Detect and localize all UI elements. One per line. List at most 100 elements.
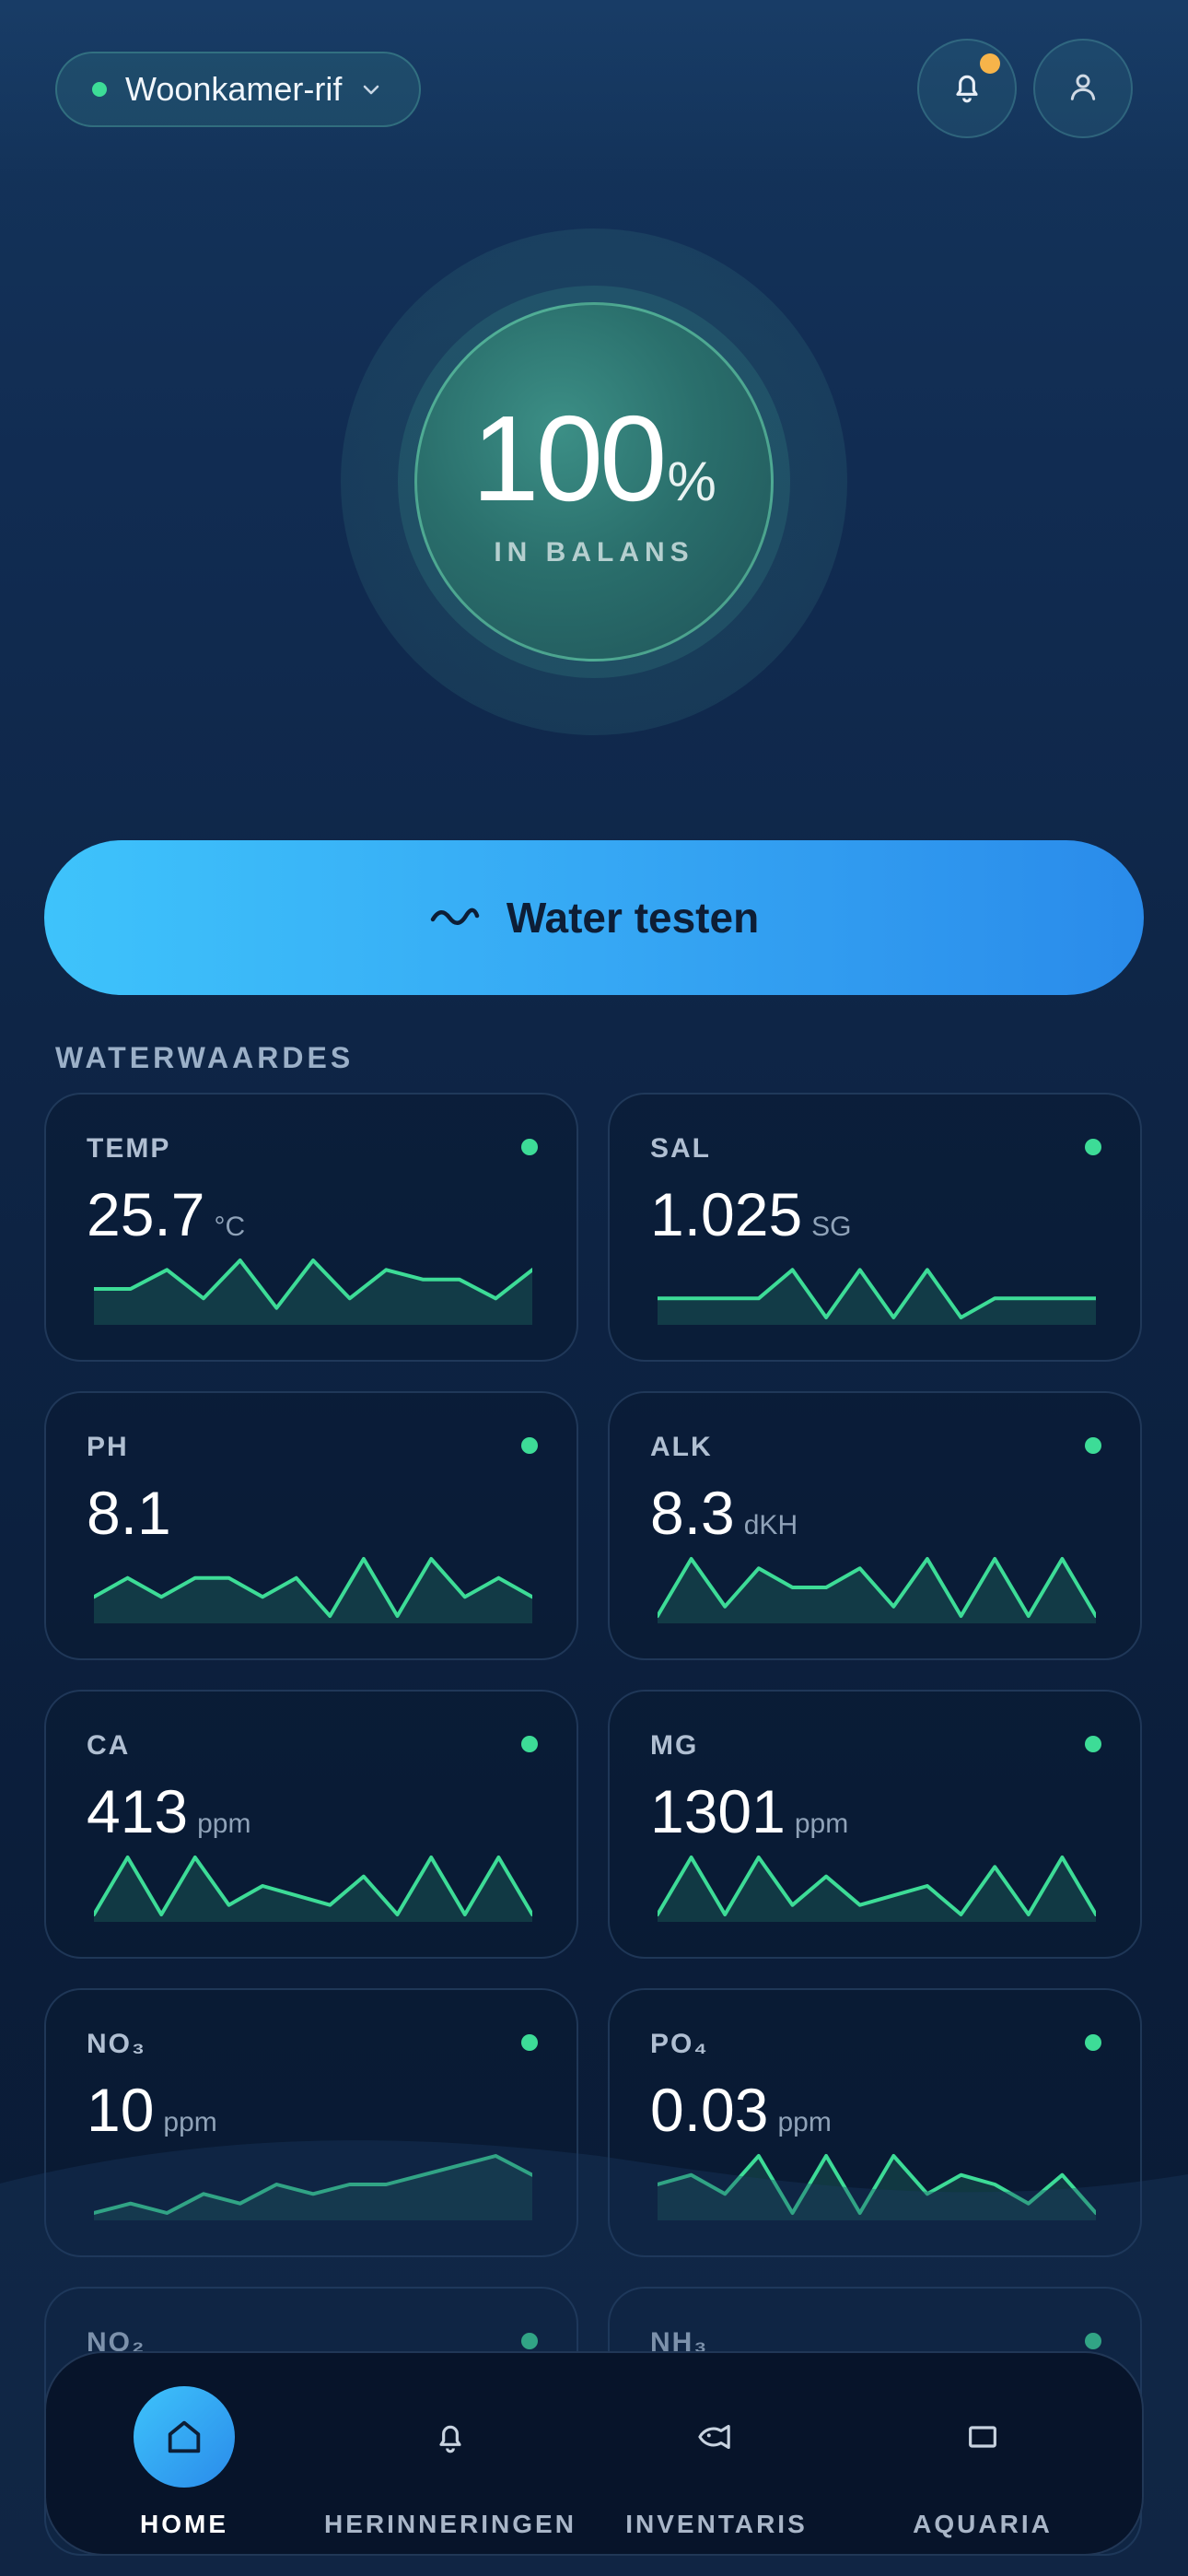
profile-button[interactable]	[1033, 39, 1133, 138]
aquarium-name: Woonkamer-rif	[125, 70, 343, 108]
parameter-card[interactable]: PO₄ 0.03 ppm	[608, 1988, 1142, 2257]
parameter-value: 8.3 dKH	[650, 1478, 798, 1548]
nav-label: HOME	[140, 2510, 228, 2538]
test-water-button[interactable]: Water testen	[44, 840, 1144, 995]
sparkline-line	[94, 1856, 532, 1916]
parameter-number: 413	[87, 1777, 189, 1845]
parameter-label: PO₄	[650, 2029, 709, 2059]
sparkline-line	[94, 1259, 532, 1310]
parameter-unit: ppm	[197, 1809, 251, 1839]
parameter-card[interactable]: TEMP 25.7 °C	[44, 1093, 578, 1362]
nav-item-herinneringen[interactable]: HERINNERINGEN	[321, 2353, 579, 2558]
status-dot	[521, 1437, 538, 1454]
parameter-card[interactable]: CA 413 ppm	[44, 1690, 578, 1959]
parameter-trend-sparkline	[94, 2154, 532, 2220]
parameter-unit: °C	[214, 1212, 246, 1242]
parameter-value: 1301 ppm	[650, 1776, 848, 1846]
tank-icon	[932, 2386, 1033, 2488]
status-dot	[521, 2034, 538, 2051]
parameter-unit: ppm	[163, 2107, 217, 2137]
aquarium-status-dot	[92, 82, 107, 97]
notifications-button[interactable]	[917, 39, 1017, 138]
status-dot	[1085, 1139, 1101, 1155]
parameter-number: 1.025	[650, 1180, 803, 1248]
status-dot	[1085, 2333, 1101, 2349]
bell-icon	[400, 2386, 501, 2488]
status-dot	[521, 1736, 538, 1752]
sparkline-line	[658, 1856, 1096, 1916]
chevron-down-icon	[360, 78, 382, 100]
parameter-number: 8.1	[87, 1479, 171, 1547]
section-title: WATERWAARDES	[55, 1041, 355, 1074]
parameter-card[interactable]: SAL 1.025 SG	[608, 1093, 1142, 1362]
bottom-navigation: HOME HERINNERINGEN INVENTARIS AQUARIA	[44, 2351, 1144, 2556]
parameter-number: 8.3	[650, 1479, 735, 1547]
sparkline-line	[94, 1557, 532, 1618]
parameter-label: ALK	[650, 1432, 713, 1462]
sparkline-area	[658, 1270, 1096, 1325]
status-dot	[1085, 2034, 1101, 2051]
parameter-number: 10	[87, 2076, 155, 2144]
fish-icon	[666, 2386, 767, 2488]
test-water-label: Water testen	[506, 894, 760, 942]
parameter-trend-sparkline	[658, 1856, 1096, 1922]
balance-score-unit: %	[667, 450, 716, 512]
parameter-unit: SG	[811, 1212, 852, 1242]
parameter-trend-sparkline	[94, 1856, 532, 1922]
notification-badge	[980, 53, 1000, 74]
parameter-card[interactable]: PH 8.1	[44, 1391, 578, 1660]
parameter-unit: ppm	[794, 1809, 849, 1839]
aquarium-selector[interactable]: Woonkamer-rif	[55, 52, 422, 127]
parameter-card[interactable]: ALK 8.3 dKH	[608, 1391, 1142, 1660]
sparkline-line	[94, 2154, 532, 2215]
status-dot	[1085, 1736, 1101, 1752]
balance-score: 100 %	[472, 389, 716, 528]
parameter-label: CA	[87, 1730, 131, 1761]
parameter-value: 10 ppm	[87, 2075, 217, 2145]
user-icon	[1065, 68, 1101, 110]
parameter-trend-sparkline	[658, 1268, 1096, 1325]
nav-item-inventaris[interactable]: INVENTARIS	[588, 2353, 845, 2558]
parameter-unit: dKH	[743, 1510, 798, 1540]
nav-item-home[interactable]: HOME	[55, 2353, 313, 2558]
balance-score-value: 100	[472, 390, 667, 526]
parameter-value: 8.1	[87, 1478, 181, 1548]
sparkline-line	[658, 2154, 1096, 2215]
parameter-unit: ppm	[777, 2107, 832, 2137]
wave-icon	[429, 897, 481, 939]
parameter-trend-sparkline	[94, 1259, 532, 1325]
sparkline-area	[94, 1559, 532, 1623]
nav-item-aquaria[interactable]: AQUARIA	[854, 2353, 1112, 2558]
parameter-number: 0.03	[650, 2076, 769, 2144]
parameter-value: 1.025 SG	[650, 1179, 852, 1249]
parameter-trend-sparkline	[658, 2154, 1096, 2220]
parameter-label: SAL	[650, 1133, 711, 1164]
home-icon	[134, 2386, 235, 2488]
balance-score-circle: 100 % IN BALANS	[414, 302, 774, 662]
parameter-label: MG	[650, 1730, 699, 1761]
status-dot	[521, 2333, 538, 2349]
parameter-number: 25.7	[87, 1180, 205, 1248]
parameter-label: NO₃	[87, 2029, 146, 2059]
nav-label: INVENTARIS	[625, 2510, 808, 2538]
nav-label: HERINNERINGEN	[324, 2510, 577, 2538]
parameter-number: 1301	[650, 1777, 786, 1845]
parameter-trend-sparkline	[94, 1557, 532, 1623]
parameter-label: PH	[87, 1432, 129, 1462]
balance-status-label: IN BALANS	[494, 536, 694, 568]
sparkline-area	[94, 2156, 532, 2220]
parameter-value: 413 ppm	[87, 1776, 250, 1846]
parameter-value: 0.03 ppm	[650, 2075, 832, 2145]
sparkline-line	[658, 1557, 1096, 1618]
parameter-trend-sparkline	[658, 1557, 1096, 1623]
parameter-label: TEMP	[87, 1133, 171, 1164]
bell-icon	[949, 68, 985, 110]
sparkline-area	[94, 1260, 532, 1325]
status-dot	[1085, 1437, 1101, 1454]
sparkline-line	[658, 1268, 1096, 1319]
parameter-value: 25.7 °C	[87, 1179, 245, 1249]
nav-label: AQUARIA	[913, 2510, 1053, 2538]
parameter-card[interactable]: MG 1301 ppm	[608, 1690, 1142, 1959]
parameter-card[interactable]: NO₃ 10 ppm	[44, 1988, 578, 2257]
status-dot	[521, 1139, 538, 1155]
